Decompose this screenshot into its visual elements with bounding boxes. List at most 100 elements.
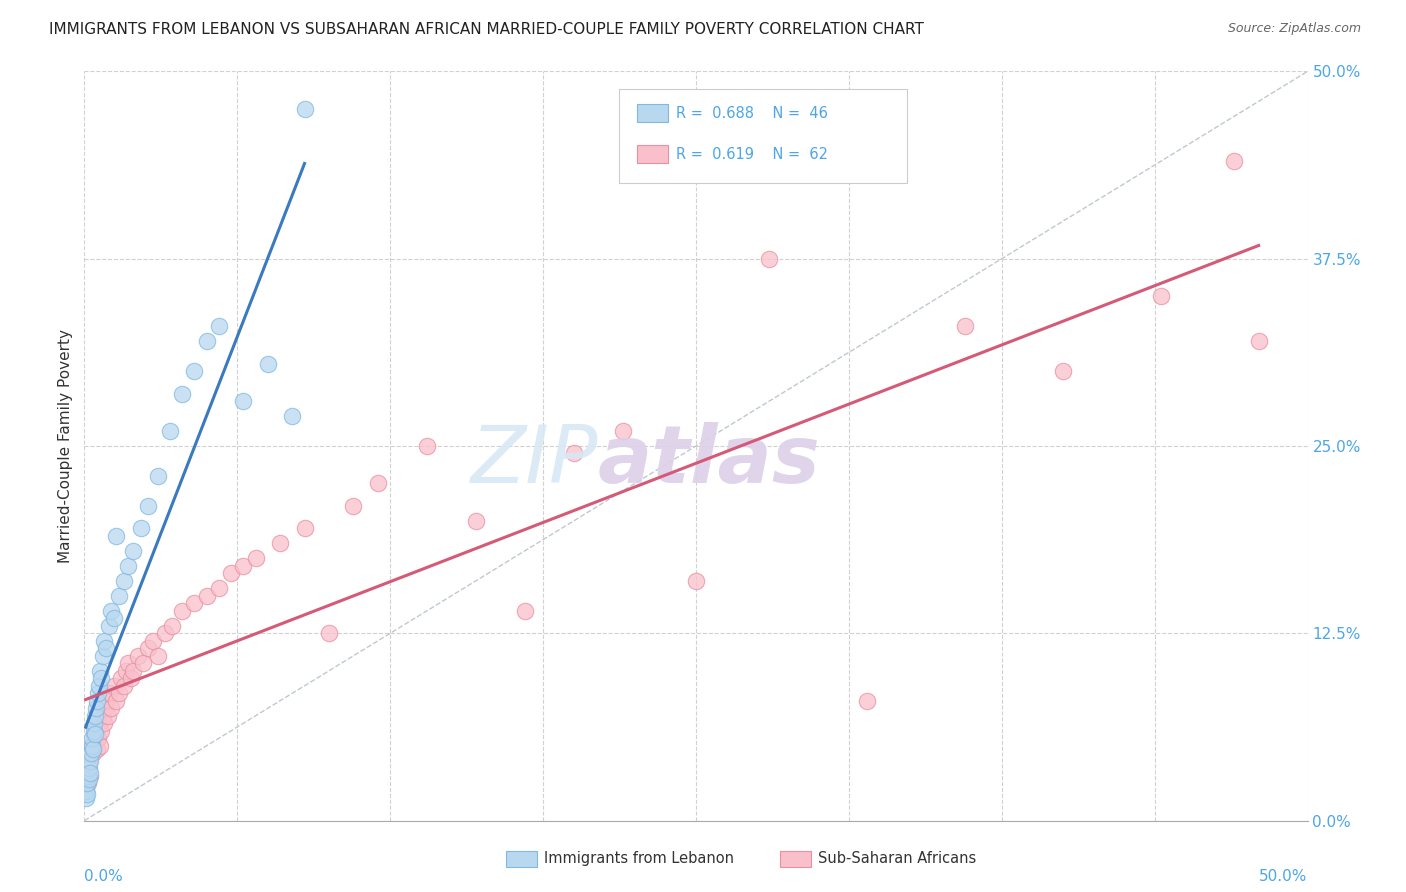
Text: Source: ZipAtlas.com: Source: ZipAtlas.com [1227,22,1361,36]
Point [1052,364,1074,378]
Point [100,701,122,715]
Point [122,664,145,678]
Point [91,708,114,723]
Point [367,476,389,491]
Point [77,776,100,790]
Point [136,499,159,513]
Point [83,716,105,731]
Point [127,648,149,663]
Y-axis label: Married-Couple Family Poverty: Married-Couple Family Poverty [58,329,73,563]
Point [117,558,139,573]
Point [84,723,107,738]
Point [257,357,280,371]
Point [953,319,976,334]
Point [232,558,254,573]
Point [107,686,129,700]
Point [90,723,112,738]
Point [91,648,114,663]
Point [318,626,340,640]
Point [416,439,439,453]
Point [294,521,316,535]
Point [105,529,128,543]
Text: 0.0%: 0.0% [84,869,124,884]
Point [84,708,107,723]
Text: ZIP: ZIP [471,422,598,500]
Point [294,102,316,116]
Text: Immigrants from Lebanon: Immigrants from Lebanon [544,851,734,865]
Point [86,741,108,756]
Point [195,334,218,348]
Point [97,708,120,723]
Point [132,657,155,671]
Point [1150,289,1173,303]
Point [76,761,98,775]
Text: Sub-Saharan Africans: Sub-Saharan Africans [818,851,977,865]
Point [89,664,111,678]
Point [281,409,304,423]
Point [87,731,110,746]
Point [172,604,194,618]
Text: 50.0%: 50.0% [1260,869,1308,884]
Point [146,648,169,663]
Point [77,761,100,775]
Point [75,783,97,797]
Point [195,589,218,603]
Point [107,589,129,603]
Point [103,679,125,693]
Point [110,671,132,685]
Point [97,686,120,700]
Point [117,657,139,671]
Point [75,783,97,797]
Point [146,469,169,483]
Point [83,727,105,741]
Point [562,446,585,460]
Point [86,694,108,708]
Point [142,633,165,648]
Point [80,739,103,753]
Point [80,746,103,760]
Point [129,521,152,535]
Point [79,769,101,783]
Point [82,731,104,746]
Point [82,746,104,760]
Text: IMMIGRANTS FROM LEBANON VS SUBSAHARAN AFRICAN MARRIED-COUPLE FAMILY POVERTY CORR: IMMIGRANTS FROM LEBANON VS SUBSAHARAN AF… [49,22,924,37]
Point [76,787,98,801]
Point [1223,154,1246,169]
Point [219,566,242,581]
Point [83,731,105,746]
Point [208,582,231,596]
Point [93,633,115,648]
Point [183,364,205,378]
Point [84,701,107,715]
Point [162,619,184,633]
Point [79,765,101,780]
Point [136,641,159,656]
Point [75,791,97,805]
Point [232,394,254,409]
Point [105,694,128,708]
Point [120,671,142,685]
Point [153,626,176,640]
Point [758,252,780,266]
Point [183,596,205,610]
Point [103,611,125,625]
Point [87,716,110,731]
Point [122,544,145,558]
Point [82,741,104,756]
Point [1247,334,1270,348]
Point [96,641,118,656]
Point [513,604,536,618]
Text: R =  0.619    N =  62: R = 0.619 N = 62 [676,147,828,161]
Point [80,739,103,753]
Point [87,679,110,693]
Point [83,723,105,738]
Point [172,386,194,401]
Point [97,619,120,633]
Point [89,739,111,753]
Point [93,716,115,731]
Point [77,754,100,768]
Point [112,679,135,693]
Point [208,319,231,334]
Point [96,694,118,708]
Point [245,551,267,566]
